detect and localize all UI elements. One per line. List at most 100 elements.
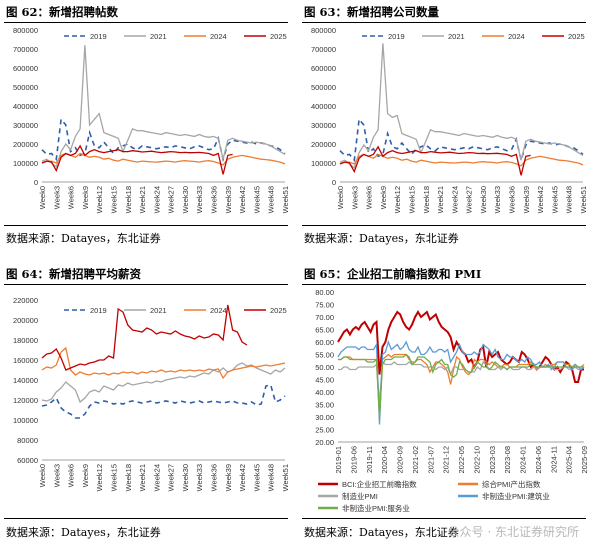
legend-label: 制造业PMI	[342, 491, 378, 501]
x-tick-label: Week39	[224, 464, 233, 491]
x-tick-label: Week21	[138, 186, 147, 213]
source-note: 数据来源：Datayes，东北证券	[6, 232, 161, 245]
x-tick-label: Week24	[450, 186, 459, 213]
x-tick-label: 2022-10	[472, 446, 481, 474]
series-line-2021	[339, 43, 584, 169]
x-tick-label: Week36	[210, 464, 219, 491]
legend-label: 2024	[508, 32, 525, 41]
y-tick-label: 25.00	[315, 426, 334, 435]
series-line-2021	[41, 362, 286, 404]
y-tick-label: 100000	[311, 159, 336, 168]
x-tick-label: Week33	[195, 186, 204, 213]
x-tick-label: Week42	[238, 186, 247, 213]
y-tick-label: 65.00	[315, 326, 334, 335]
x-tick-label: Week27	[465, 186, 474, 213]
figure-title: 图 64：新增招聘平均薪资	[6, 267, 142, 281]
y-tick-label: 40.00	[315, 388, 334, 397]
figure-title: 图 65：企业招工前瞻指数和 PMI	[304, 267, 482, 281]
x-tick-label: Week45	[252, 464, 261, 491]
x-tick-label: 2025-04	[565, 446, 574, 474]
x-tick-label: 2020-04	[380, 446, 389, 474]
legend-label: 2024	[210, 306, 227, 315]
x-tick-label: Week51	[281, 186, 290, 213]
y-tick-label: 80000	[17, 436, 38, 445]
figure-62: 图 62：新增招聘帖数 0 100000 200000 300000 400000 500…	[0, 0, 297, 250]
source-rule	[4, 518, 288, 519]
x-tick-label: Week39	[522, 186, 531, 213]
source-note: 数据来源：Datayes，东北证券	[304, 526, 459, 539]
y-tick-label: 300000	[13, 121, 38, 130]
x-tick-label: Week45	[252, 186, 261, 213]
figure-65: 图 65：企业招工前瞻指数和 PMI 20.00 25.00 30.00 35.00 4…	[298, 262, 595, 546]
y-tick-label: 700000	[311, 45, 336, 54]
legend-label: 2025	[270, 306, 287, 315]
x-tick-label: Week12	[95, 464, 104, 491]
figure-64: 图 64：新增招聘平均薪资 60000 80000 100000 120000 1400…	[0, 262, 297, 546]
y-tick-label: 800000	[311, 26, 336, 35]
x-tick-label: Week15	[407, 186, 416, 213]
x-tick-label: Week30	[479, 186, 488, 213]
legend-label: BCI:企业招工前瞻指数	[342, 479, 417, 489]
legend-label: 2025	[270, 32, 287, 41]
x-tick-label: Week18	[124, 186, 133, 213]
x-tick-label: Week15	[109, 464, 118, 491]
x-tick-label: Week9	[379, 186, 388, 209]
y-tick-label: 60000	[17, 456, 38, 465]
y-tick-label: 100000	[13, 416, 38, 425]
legend-label: 非制造业PMI:服务业	[342, 503, 410, 513]
x-tick-label: 2020-09	[396, 446, 405, 474]
x-tick-label: 2023-08	[503, 446, 512, 474]
series-line	[338, 353, 584, 418]
x-tick-label: 2024-06	[534, 446, 543, 474]
x-tick-label: Week39	[224, 186, 233, 213]
x-tick-label: Week24	[152, 464, 161, 491]
source-rule	[302, 225, 586, 226]
x-tick-label: Week3	[52, 186, 61, 209]
x-tick-label: Week36	[508, 186, 517, 213]
series-line-2019	[41, 117, 286, 163]
y-tick-label: 0	[332, 178, 336, 187]
figure-title: 图 62：新增招聘帖数	[6, 5, 119, 19]
chart-avg-salary: 60000 80000 100000 120000 140000 160000 180000…	[13, 296, 290, 491]
y-tick-label: 180000	[13, 336, 38, 345]
x-tick-label: Week0	[38, 464, 47, 487]
x-tick-label: Week21	[436, 186, 445, 213]
series-line-2019	[41, 384, 286, 419]
x-tick-label: Week18	[124, 464, 133, 491]
x-tick-label: Week3	[350, 186, 359, 209]
legend-label: 2025	[568, 32, 585, 41]
x-tick-label: Week24	[152, 186, 161, 213]
series-line-2019	[339, 117, 584, 164]
y-tick-label: 600000	[311, 64, 336, 73]
x-tick-label: Week48	[267, 186, 276, 213]
y-tick-label: 70.00	[315, 313, 334, 322]
source-note: 数据来源：Datayes，东北证券	[304, 232, 459, 245]
watermark: 公众号 · 东北证券研究所	[447, 525, 579, 539]
title-rule	[4, 22, 288, 23]
x-tick-label: Week33	[195, 464, 204, 491]
x-tick-label: Week0	[336, 186, 345, 209]
x-tick-label: 2022-05	[457, 446, 466, 474]
y-tick-label: 80.00	[315, 288, 334, 297]
series-line-2025	[339, 145, 531, 176]
x-tick-label: Week9	[81, 186, 90, 209]
source-rule	[4, 225, 288, 226]
y-tick-label: 50.00	[315, 363, 334, 372]
x-tick-label: Week21	[138, 464, 147, 491]
legend-label: 2019	[90, 32, 107, 41]
x-tick-label: 2021-07	[426, 446, 435, 474]
x-tick-label: Week27	[167, 464, 176, 491]
x-tick-label: Week27	[167, 186, 176, 213]
x-tick-label: Week42	[536, 186, 545, 213]
x-tick-label: 2024-11	[549, 446, 558, 473]
series-line-2024	[41, 346, 286, 380]
y-tick-label: 0	[34, 178, 38, 187]
y-tick-label: 30.00	[315, 413, 334, 422]
y-tick-label: 220000	[13, 296, 38, 305]
y-tick-label: 600000	[13, 64, 38, 73]
y-tick-label: 800000	[13, 26, 38, 35]
x-tick-label: Week51	[281, 464, 290, 491]
x-tick-label: Week45	[550, 186, 559, 213]
x-tick-label: Week9	[81, 464, 90, 487]
x-tick-label: Week36	[210, 186, 219, 213]
